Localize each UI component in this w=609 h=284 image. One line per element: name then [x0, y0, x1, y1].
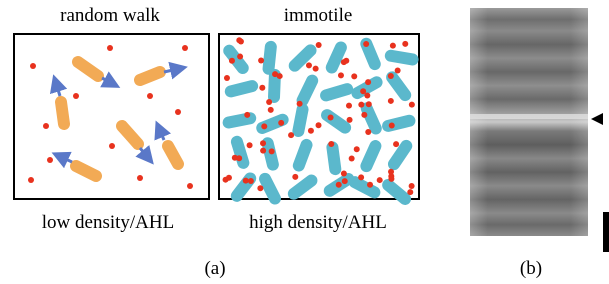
scale-bar — [603, 212, 609, 252]
high-density-panel — [219, 34, 419, 199]
panel-b-label: (b) — [520, 258, 542, 279]
right-caption: high density/AHL — [249, 212, 387, 233]
panel-a-label: (a) — [204, 258, 225, 279]
microscopy-image — [470, 8, 588, 236]
left-caption: low density/AHL — [42, 212, 174, 233]
low-density-panel — [14, 34, 209, 199]
right-title: immotile — [284, 5, 353, 26]
left-title: random walk — [60, 5, 160, 26]
figure: random walk immotile — [0, 0, 609, 284]
arrow-marker — [591, 113, 603, 125]
